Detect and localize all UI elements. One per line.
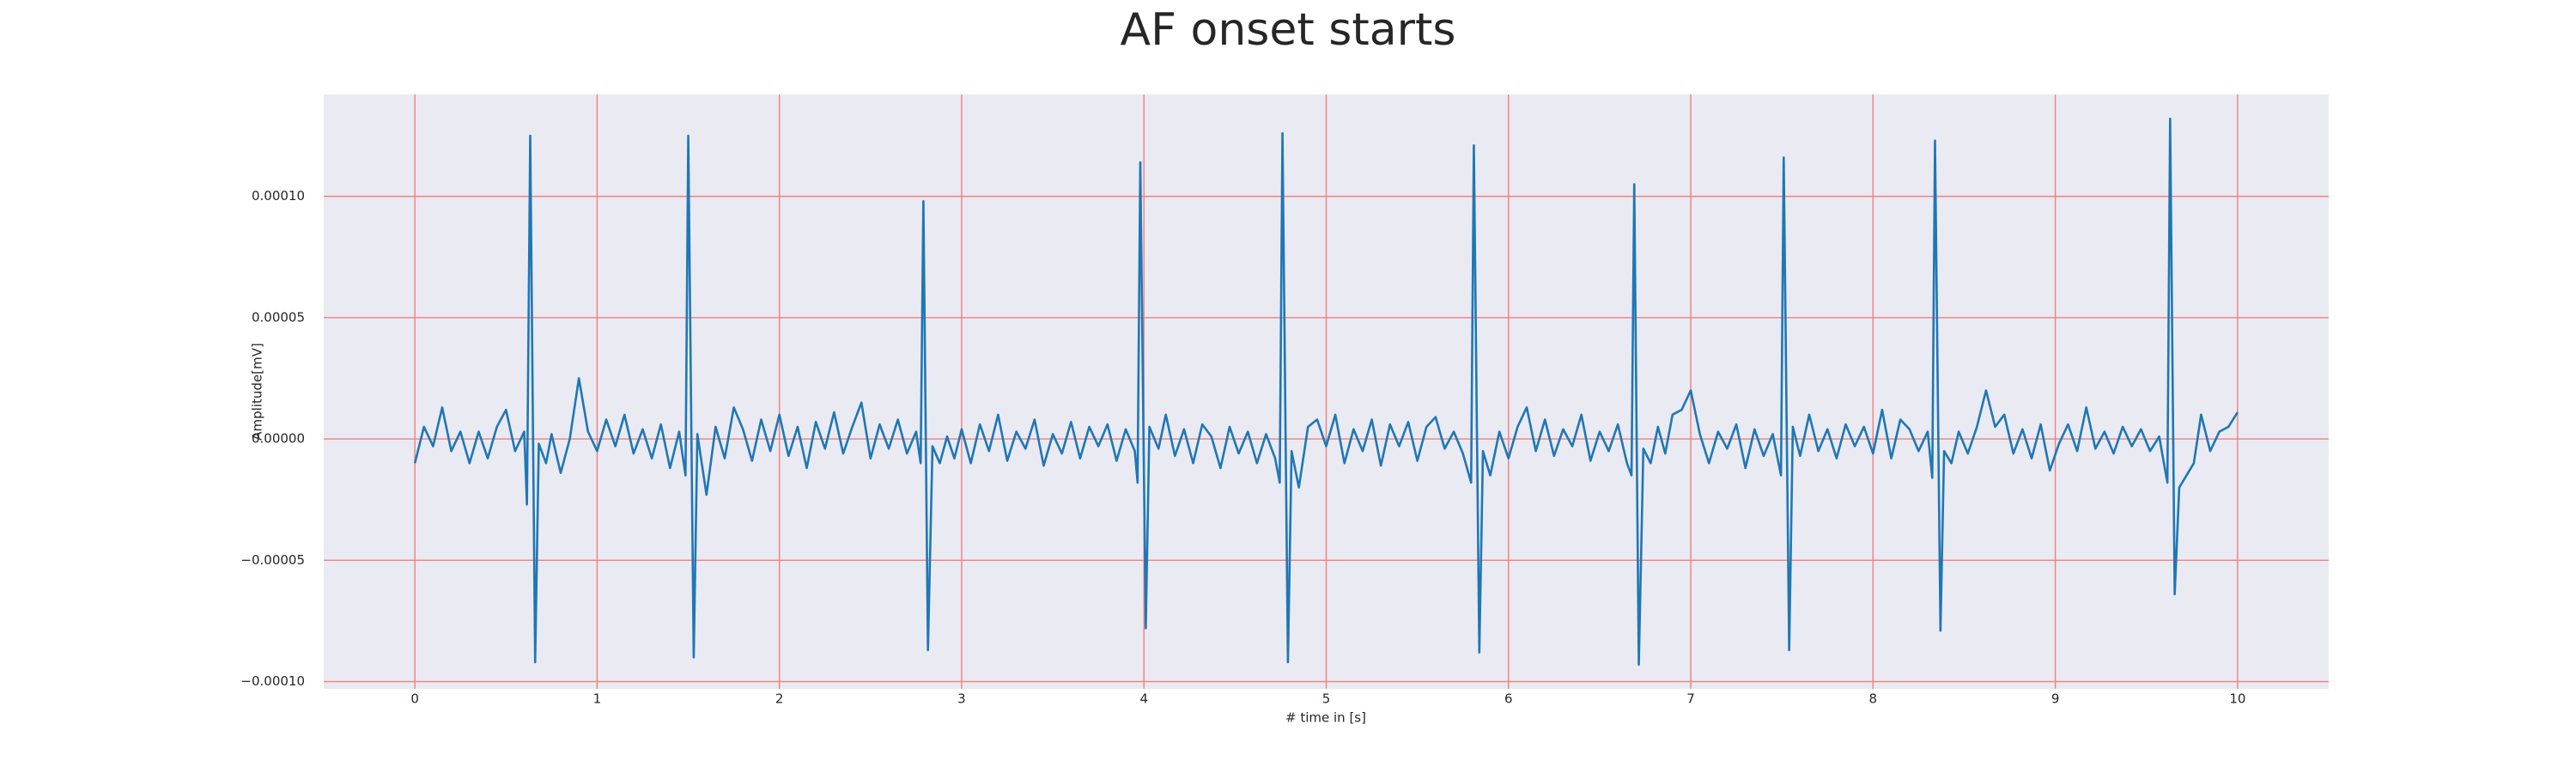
y-tick-label: 0.00010 (252, 188, 305, 204)
x-tick-label: 0 (410, 691, 419, 707)
x-tick-label: 10 (2229, 691, 2245, 707)
x-tick-label: 3 (957, 691, 966, 707)
chart-title: AF onset starts (1121, 4, 1456, 56)
y-axis-label: Amplitude[mV] (250, 343, 265, 440)
x-tick-label: 5 (1322, 691, 1331, 707)
y-tick-label: −0.00005 (240, 552, 305, 568)
x-tick-label: 4 (1139, 691, 1148, 707)
ecg-line (413, 117, 2239, 666)
x-tick-label: 7 (1686, 691, 1695, 707)
x-tick-label: 9 (2051, 691, 2060, 707)
y-tick-label: 0.00005 (252, 309, 305, 325)
x-tick-label: 1 (593, 691, 602, 707)
x-axis-label: # time in [s] (1285, 710, 1366, 726)
y-tick-label: −0.00010 (240, 673, 305, 689)
y-tick-label: 0.00000 (252, 431, 305, 447)
x-tick-label: 2 (775, 691, 784, 707)
x-tick-label: 6 (1504, 691, 1513, 707)
x-tick-label: 8 (1869, 691, 1878, 707)
